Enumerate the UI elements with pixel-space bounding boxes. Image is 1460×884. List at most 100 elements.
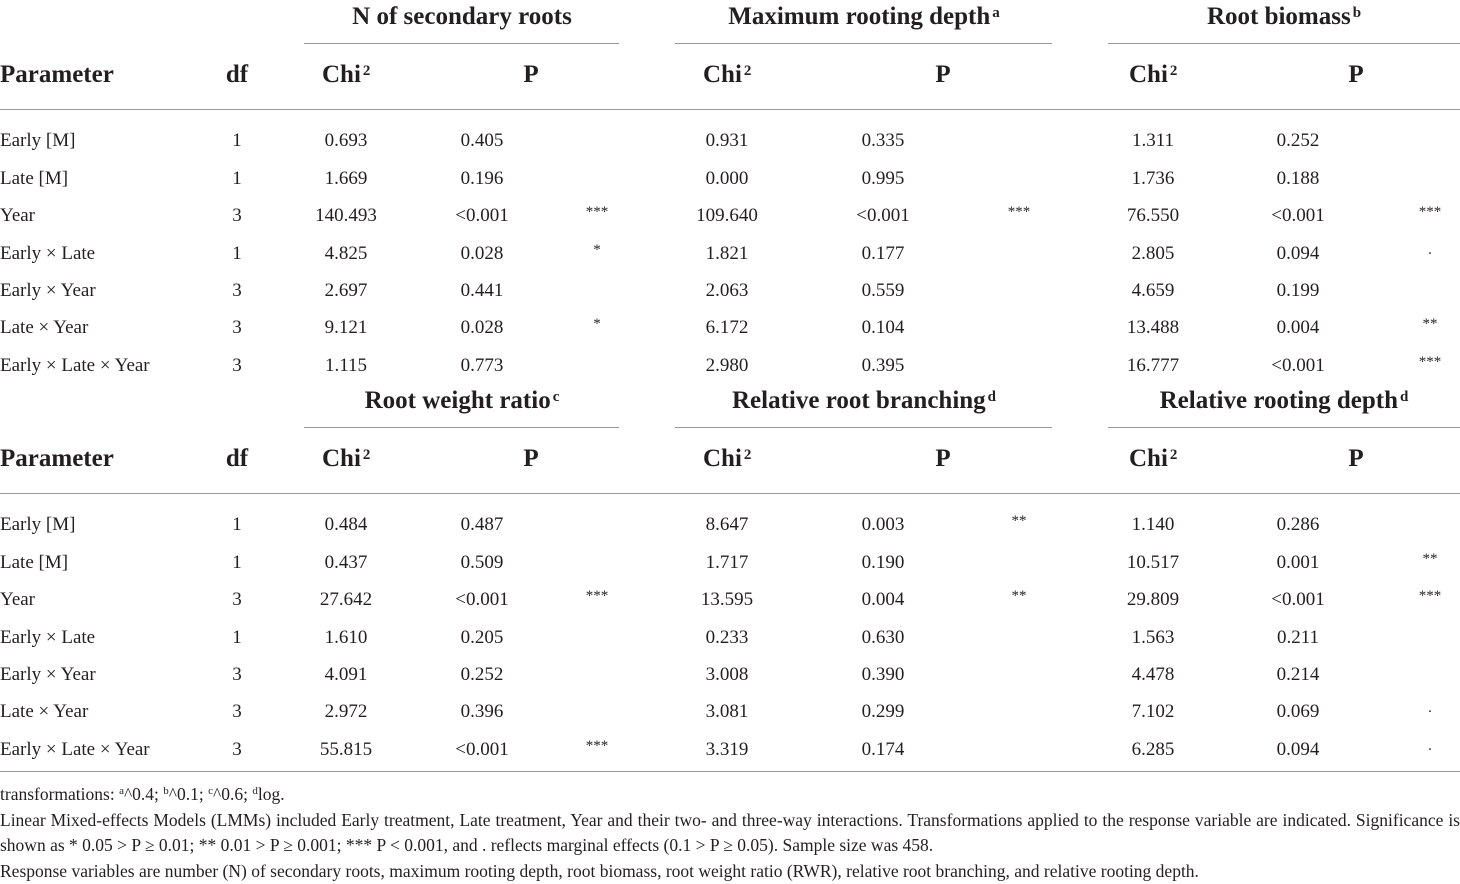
group-title: Root biomass: [1207, 3, 1351, 30]
chi-superscript: 2: [1170, 447, 1178, 463]
column-header-p: P: [1348, 60, 1363, 90]
p-value: 0.995: [862, 167, 905, 191]
chi2-value: 8.647: [706, 513, 749, 537]
significance: .: [1428, 238, 1432, 262]
p-value: 0.559: [862, 279, 905, 303]
group-rule: [675, 43, 1052, 44]
p-value: <0.001: [455, 588, 508, 612]
p-value: <0.001: [856, 204, 909, 228]
chi2-value: 4.659: [1132, 279, 1175, 303]
chi2-value: 4.091: [325, 663, 368, 687]
group-rule: [675, 427, 1052, 428]
chi2-value: 0.233: [706, 626, 749, 650]
significance: .: [1428, 696, 1432, 720]
transform-sup-a: a: [119, 785, 124, 797]
p-value: <0.001: [455, 738, 508, 762]
chi2-value: 140.493: [315, 204, 377, 228]
row-df: 1: [232, 513, 242, 537]
chi2-value: 1.311: [1132, 129, 1174, 153]
p-value: 0.028: [461, 242, 504, 266]
chi2-value: 2.063: [706, 279, 749, 303]
row-parameter: Late × Year: [0, 316, 88, 340]
row-parameter: Late [M]: [0, 167, 68, 191]
row-parameter: Year: [0, 204, 35, 228]
column-header-df: df: [226, 60, 248, 90]
p-value: 0.004: [862, 588, 905, 612]
significance: ***: [1008, 200, 1031, 224]
chi2-value: 2.805: [1132, 242, 1175, 266]
p-value: <0.001: [455, 204, 508, 228]
chi2-value: 7.102: [1132, 700, 1175, 724]
significance: ***: [586, 734, 609, 758]
p-value: 0.773: [461, 354, 504, 378]
row-df: 3: [232, 316, 242, 340]
group-rule: [304, 427, 619, 428]
group-title: Relative rooting depth: [1160, 387, 1398, 414]
chi2-value: 2.697: [325, 279, 368, 303]
chi2-value: 1.563: [1132, 626, 1175, 650]
column-header-p: P: [523, 444, 538, 474]
group-rule: [1108, 43, 1460, 44]
p-value: 0.487: [461, 513, 504, 537]
significance: *: [593, 312, 601, 336]
chi2-value: 27.642: [320, 588, 372, 612]
significance: **: [1423, 547, 1438, 571]
column-header-p: P: [523, 60, 538, 90]
p-value: 0.395: [862, 354, 905, 378]
p-value: 0.252: [1277, 129, 1320, 153]
group-transform-sup: c: [553, 389, 560, 405]
p-value: <0.001: [1271, 354, 1324, 378]
chi2-value: 6.172: [706, 316, 749, 340]
chi-label: Chi: [703, 445, 742, 472]
row-parameter: Early × Late × Year: [0, 354, 150, 378]
group-title: Relative root branching: [732, 387, 986, 414]
column-header-parameter: Parameter: [0, 60, 114, 90]
chi2-value: 1.610: [325, 626, 368, 650]
chi2-value: 2.972: [325, 700, 368, 724]
group-title: N of secondary roots: [352, 3, 572, 30]
transform-text-c: ^0.6;: [213, 784, 252, 804]
significance: ***: [1419, 200, 1442, 224]
row-parameter: Year: [0, 588, 35, 612]
chi2-value: 109.640: [696, 204, 758, 228]
chi2-value: 76.550: [1127, 204, 1179, 228]
p-value: 0.003: [862, 513, 905, 537]
chi-superscript: 2: [744, 447, 752, 463]
column-header-p: P: [935, 60, 950, 90]
chi2-value: 16.777: [1127, 354, 1179, 378]
row-parameter: Early [M]: [0, 129, 75, 153]
chi-label: Chi: [1129, 445, 1168, 472]
row-parameter: Late × Year: [0, 700, 88, 724]
p-value: 0.214: [1277, 663, 1320, 687]
chi2-value: 3.319: [706, 738, 749, 762]
transform-text-d: log.: [258, 784, 285, 804]
chi-label: Chi: [703, 61, 742, 88]
significance: **: [1012, 509, 1027, 533]
group-heading: N of secondary roots: [352, 2, 572, 32]
chi-label: Chi: [322, 445, 361, 472]
chi-label: Chi: [1129, 61, 1168, 88]
group-rule: [1108, 427, 1460, 428]
p-value: 0.630: [862, 626, 905, 650]
transform-sup-b: b: [163, 785, 169, 797]
p-value: 0.104: [862, 316, 905, 340]
row-df: 1: [232, 551, 242, 575]
chi2-value: 1.736: [1132, 167, 1175, 191]
chi2-value: 1.717: [706, 551, 749, 575]
p-value: 0.286: [1277, 513, 1320, 537]
row-df: 3: [232, 588, 242, 612]
p-value: 0.441: [461, 279, 504, 303]
row-parameter: Early [M]: [0, 513, 75, 537]
p-value: 0.188: [1277, 167, 1320, 191]
chi2-value: 13.488: [1127, 316, 1179, 340]
